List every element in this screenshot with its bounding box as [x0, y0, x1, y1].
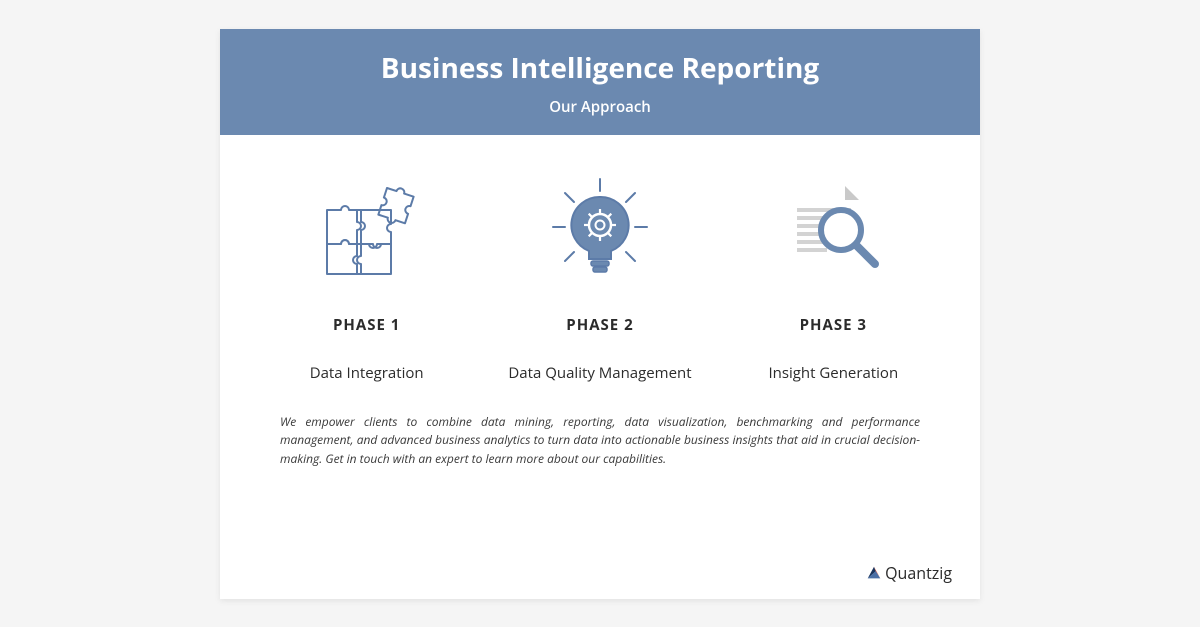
- phase-2-desc: Data Quality Management: [508, 363, 691, 383]
- phase-3-label: PHASE 3: [800, 315, 867, 335]
- banner-title: Business Intelligence Reporting: [240, 49, 960, 87]
- footer-text: We empower clients to combine data minin…: [220, 393, 980, 469]
- phase-2: PHASE 2 Data Quality Management: [483, 175, 716, 383]
- logo-row: Quantzig: [220, 562, 980, 599]
- banner-subtitle: Our Approach: [240, 97, 960, 117]
- phase-3: PHASE 3 Insight Generation: [717, 175, 950, 383]
- phases-row: PHASE 1 Data Integration: [220, 135, 980, 393]
- lightbulb-gear-icon: [545, 175, 655, 285]
- phase-2-label: PHASE 2: [566, 315, 633, 335]
- phase-1: PHASE 1 Data Integration: [250, 175, 483, 383]
- puzzle-icon: [312, 175, 422, 285]
- document-magnifier-icon: [778, 175, 888, 285]
- phase-1-label: PHASE 1: [333, 315, 400, 335]
- banner: Business Intelligence Reporting Our Appr…: [220, 29, 980, 135]
- quantzig-mark-icon: [865, 564, 883, 582]
- quantzig-logo: Quantzig: [865, 562, 952, 584]
- phase-1-desc: Data Integration: [310, 363, 424, 383]
- logo-text: Quantzig: [885, 562, 952, 584]
- phase-3-desc: Insight Generation: [768, 363, 898, 383]
- infographic-card: Business Intelligence Reporting Our Appr…: [220, 29, 980, 599]
